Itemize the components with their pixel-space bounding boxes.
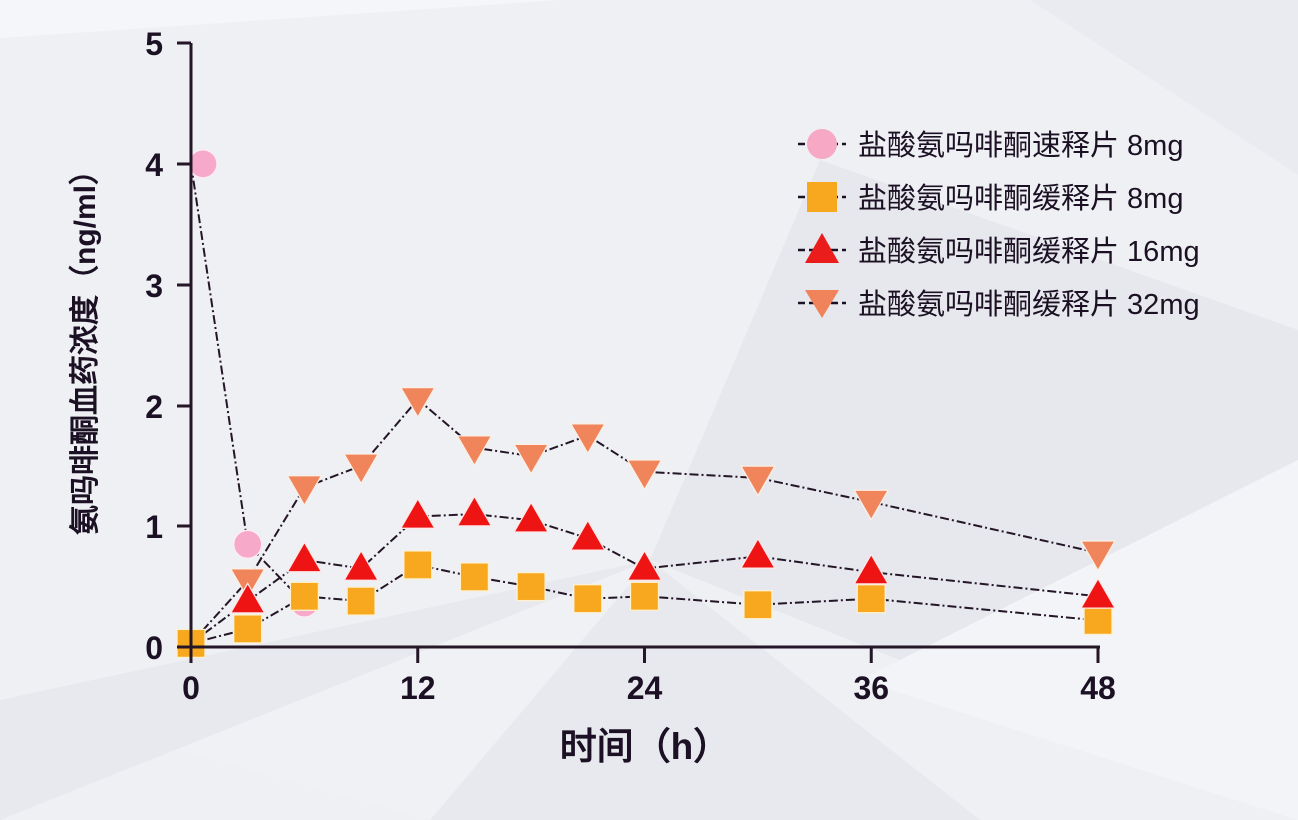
svg-text:盐酸氨吗啡酮缓释片 8mg: 盐酸氨吗啡酮缓释片 8mg [858,182,1183,215]
svg-text:48: 48 [1080,670,1116,706]
svg-text:5: 5 [145,26,163,62]
svg-text:1: 1 [145,509,163,545]
svg-text:12: 12 [400,670,436,706]
svg-text:36: 36 [853,670,889,706]
svg-text:0: 0 [182,670,200,706]
svg-text:盐酸氨吗啡酮缓释片 32mg: 盐酸氨吗啡酮缓释片 32mg [858,288,1200,321]
svg-text:2: 2 [145,389,163,425]
svg-text:氨吗啡酮血药浓度（ng/ml）: 氨吗啡酮血药浓度（ng/ml） [68,155,102,535]
svg-text:盐酸氨吗啡酮速释片 8mg: 盐酸氨吗啡酮速释片 8mg [858,129,1183,162]
svg-text:0: 0 [145,630,163,666]
svg-text:3: 3 [145,268,163,304]
svg-text:盐酸氨吗啡酮缓释片 16mg: 盐酸氨吗啡酮缓释片 16mg [858,235,1200,268]
svg-text:24: 24 [627,670,663,706]
svg-text:时间（h）: 时间（h） [560,726,731,767]
svg-text:4: 4 [145,147,163,183]
